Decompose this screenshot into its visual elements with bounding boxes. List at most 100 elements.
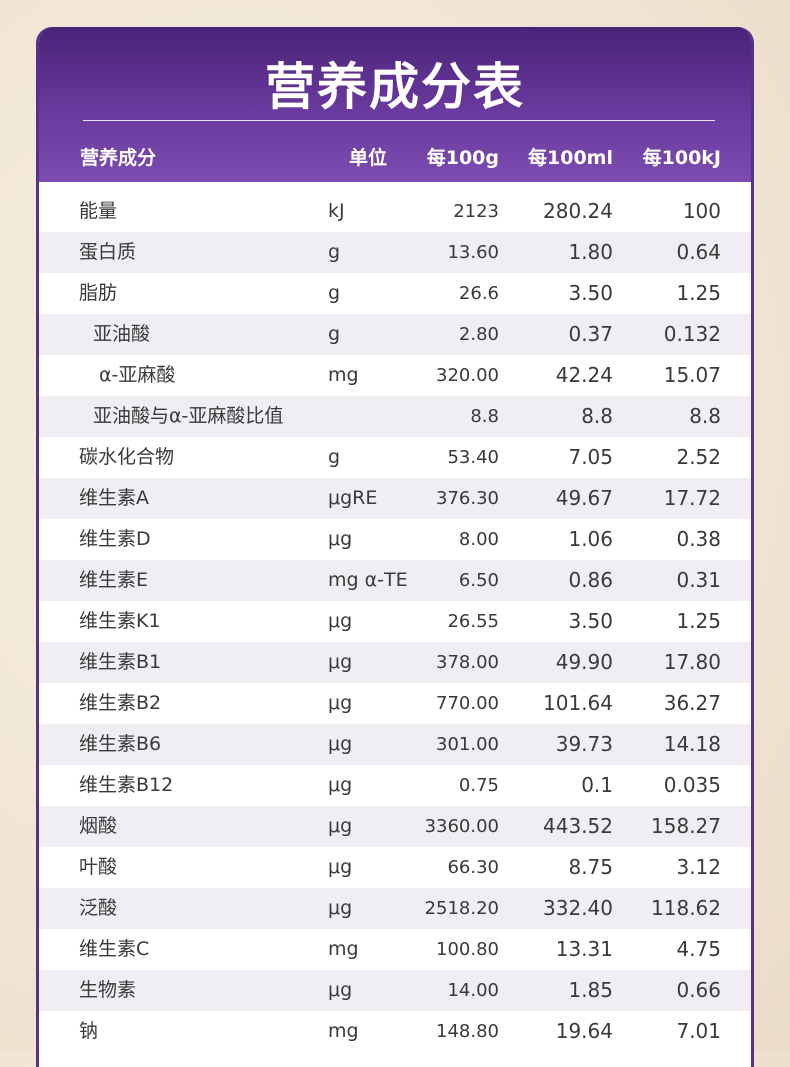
value-per100kj: 7.01 [676,1019,721,1043]
nutrient-name: 亚油酸与α-亚麻酸比值 [93,405,284,427]
value-per100kj: 17.72 [663,486,721,510]
nutrient-name: 脂肪 [79,282,118,304]
value-per100kj: 0.035 [663,773,721,797]
value-per100g: 2518.20 [424,898,499,919]
table-row: 钠 mg 148.80 19.64 7.01 [39,1011,751,1052]
value-per100g: 376.30 [436,488,499,509]
value-per100kj: 0.66 [676,978,721,1002]
value-per100ml: 13.31 [555,937,613,961]
value-per100kj: 36.27 [663,691,721,715]
value-per100g: 26.6 [458,283,499,304]
nutrient-name: 维生素B1 [79,651,162,673]
nutrient-name: 维生素B6 [79,733,162,755]
nutrient-name: 蛋白质 [79,241,137,263]
nutrient-unit: mg [328,938,359,960]
value-per100kj: 118.62 [651,896,721,920]
value-per100kj: 0.64 [676,240,721,264]
value-per100g: 148.80 [436,1021,499,1042]
value-per100ml: 39.73 [555,732,613,756]
nutrient-name: 碳水化合物 [79,446,175,468]
nutrient-unit: μg [328,856,353,878]
value-per100kj: 17.80 [663,650,721,674]
value-per100g: 8.8 [470,406,499,427]
table-row: 维生素B12 μg 0.75 0.1 0.035 [39,765,751,806]
value-per100kj: 1.25 [676,281,721,305]
value-per100kj: 158.27 [651,814,721,838]
value-per100ml: 3.50 [568,609,613,633]
table-row: 维生素D μg 8.00 1.06 0.38 [39,519,751,560]
value-per100kj: 14.18 [663,732,721,756]
nutrient-unit: μg [328,651,353,673]
table-row: 维生素C mg 100.80 13.31 4.75 [39,929,751,970]
table-row: 蛋白质 g 13.60 1.80 0.64 [39,232,751,273]
column-header-unit: 单位 [349,147,388,169]
nutrient-unit: μg [328,815,353,837]
nutrient-unit: μg [328,610,353,632]
value-per100g: 53.40 [447,447,499,468]
nutrient-name: 钠 [79,1020,99,1042]
value-per100g: 320.00 [436,365,499,386]
value-per100g: 100.80 [436,939,499,960]
value-per100kj: 8.8 [689,404,721,428]
table-row: 生物素 μg 14.00 1.85 0.66 [39,970,751,1011]
nutrient-name: 维生素B12 [79,774,174,796]
column-header-name: 营养成分 [80,147,157,169]
nutrient-name: 泛酸 [79,897,118,919]
table-row: 维生素B2 μg 770.00 101.64 36.27 [39,683,751,724]
table-row: 烟酸 μg 3360.00 443.52 158.27 [39,806,751,847]
value-per100g: 301.00 [436,734,499,755]
value-per100kj: 2.52 [676,445,721,469]
table-header: 营养成分表 营养成分 单位 每100g 每100ml 每100kJ [39,27,751,182]
nutrient-unit: mg [328,364,359,386]
value-per100ml: 280.24 [543,199,613,223]
table-row: 碳水化合物 g 53.40 7.05 2.52 [39,437,751,478]
nutrient-unit: g [328,241,341,263]
nutrient-unit: μg [328,733,353,755]
value-per100ml: 443.52 [543,814,613,838]
value-per100g: 8.00 [458,529,499,550]
table-row: 维生素B6 μg 301.00 39.73 14.18 [39,724,751,765]
value-per100g: 378.00 [436,652,499,673]
value-per100kj: 0.38 [676,527,721,551]
value-per100ml: 0.86 [568,568,613,592]
value-per100kj: 0.132 [663,322,721,346]
nutrient-name: 维生素C [79,938,150,960]
value-per100ml: 1.80 [568,240,613,264]
table-row: 脂肪 g 26.6 3.50 1.25 [39,273,751,314]
nutrient-name: 能量 [79,200,118,222]
nutrient-unit: g [328,323,341,345]
value-per100ml: 101.64 [543,691,613,715]
table-row: 亚油酸 g 2.80 0.37 0.132 [39,314,751,355]
table-row: 维生素B1 μg 378.00 49.90 17.80 [39,642,751,683]
table-row: 能量 kJ 2123 280.24 100 [39,191,751,232]
value-per100g: 770.00 [436,693,499,714]
nutrient-name: 维生素E [79,569,149,591]
value-per100kj: 15.07 [663,363,721,387]
value-per100ml: 7.05 [568,445,613,469]
nutrient-name: 烟酸 [79,815,118,837]
value-per100ml: 49.67 [555,486,613,510]
nutrient-name: 维生素D [79,528,151,550]
table-body: 能量 kJ 2123 280.24 100 蛋白质 g 13.60 1.80 0.64 脂肪 g 26.… [39,191,751,1052]
value-per100ml: 49.90 [555,650,613,674]
value-per100ml: 19.64 [555,1019,613,1043]
value-per100ml: 8.8 [581,404,613,428]
value-per100ml: 0.37 [568,322,613,346]
nutrient-unit: g [328,446,341,468]
nutrient-name: 维生素B2 [79,692,162,714]
nutrient-unit: μg [328,528,353,550]
value-per100g: 66.30 [447,857,499,878]
nutrient-name: 亚油酸 [93,323,151,345]
nutrient-unit: μg [328,774,353,796]
value-per100ml: 0.1 [581,773,613,797]
value-per100g: 2123 [453,201,499,222]
nutrient-name: 叶酸 [79,856,118,878]
value-per100kj: 100 [682,199,721,223]
value-per100ml: 42.24 [555,363,613,387]
value-per100kj: 0.31 [676,568,721,592]
nutrition-table-card: 营养成分表 营养成分 单位 每100g 每100ml 每100kJ 能量 kJ 21… [36,27,754,1067]
column-header-per100ml: 每100ml [528,147,613,169]
table-row: α-亚麻酸 mg 320.00 42.24 15.07 [39,355,751,396]
column-header-per100kj: 每100kJ [642,147,721,169]
nutrient-unit: μg [328,897,353,919]
